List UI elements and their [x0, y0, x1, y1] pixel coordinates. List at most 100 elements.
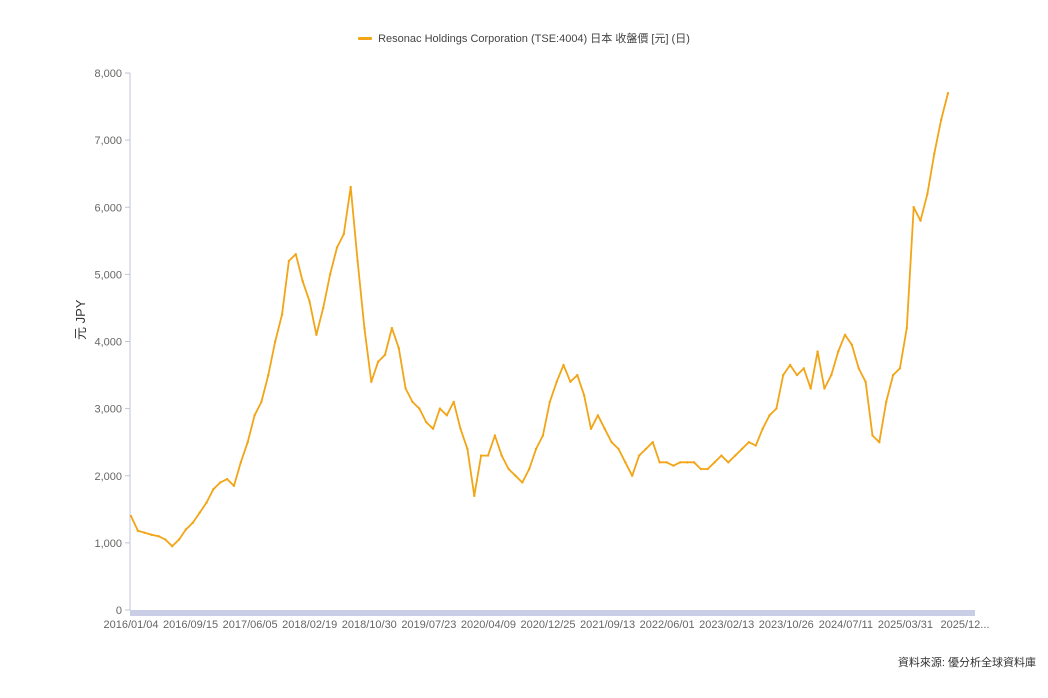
data-point[interactable] [637, 454, 641, 457]
data-point[interactable] [541, 434, 545, 437]
data-point[interactable] [939, 118, 943, 122]
data-point[interactable] [466, 447, 469, 451]
data-point[interactable] [898, 367, 902, 370]
series-line[interactable] [130, 92, 949, 548]
data-point[interactable] [198, 511, 201, 514]
data-point[interactable] [328, 273, 332, 276]
data-point[interactable] [246, 440, 249, 444]
data-point[interactable] [342, 232, 346, 236]
data-point[interactable] [795, 373, 799, 377]
data-point[interactable] [919, 219, 922, 222]
data-point[interactable] [685, 461, 689, 464]
data-point[interactable] [150, 533, 153, 537]
data-point[interactable] [699, 467, 703, 471]
data-point[interactable] [555, 380, 558, 383]
data-point[interactable] [885, 400, 888, 404]
data-point[interactable] [267, 373, 270, 377]
data-point[interactable] [788, 363, 792, 367]
data-point[interactable] [816, 350, 819, 353]
data-point[interactable] [576, 373, 579, 377]
data-point[interactable] [486, 454, 490, 457]
data-point[interactable] [933, 152, 936, 155]
data-point[interactable] [878, 440, 881, 444]
data-point[interactable] [864, 380, 867, 383]
data-point[interactable] [665, 461, 668, 464]
data-point[interactable] [946, 91, 950, 95]
data-point[interactable] [830, 373, 833, 377]
data-point[interactable] [143, 531, 146, 535]
legend[interactable]: Resonac Holdings Corporation (TSE:4004) … [0, 30, 1048, 46]
data-point[interactable] [411, 400, 414, 404]
data-point[interactable] [280, 313, 284, 316]
data-point[interactable] [397, 347, 400, 350]
data-point[interactable] [836, 350, 840, 353]
data-point[interactable] [473, 494, 476, 498]
data-point[interactable] [740, 447, 744, 451]
data-point[interactable] [617, 447, 620, 451]
data-point[interactable] [809, 387, 812, 390]
data-point[interactable] [534, 447, 538, 451]
data-point[interactable] [644, 447, 648, 451]
data-point[interactable] [727, 461, 730, 464]
data-point[interactable] [129, 514, 133, 518]
data-point[interactable] [562, 363, 565, 367]
data-point[interactable] [589, 427, 593, 430]
data-point[interactable] [425, 420, 428, 424]
data-point[interactable] [452, 400, 455, 404]
data-point[interactable] [170, 545, 174, 548]
data-point[interactable] [857, 367, 860, 370]
data-point[interactable] [177, 538, 181, 541]
data-point[interactable] [926, 192, 929, 196]
data-point[interactable] [184, 528, 188, 531]
data-point[interactable] [370, 380, 373, 383]
data-point[interactable] [569, 380, 572, 383]
data-point[interactable] [775, 407, 778, 410]
data-point[interactable] [363, 326, 366, 330]
data-point[interactable] [390, 326, 394, 330]
data-point[interactable] [548, 400, 551, 404]
data-point[interactable] [672, 464, 675, 467]
data-point[interactable] [205, 501, 208, 504]
data-point[interactable] [308, 300, 311, 303]
data-point[interactable] [843, 333, 847, 336]
data-point[interactable] [679, 461, 682, 464]
data-point[interactable] [521, 481, 524, 484]
data-point[interactable] [706, 467, 709, 471]
data-point[interactable] [493, 434, 497, 437]
data-point[interactable] [651, 440, 654, 444]
data-point[interactable] [802, 367, 806, 370]
data-point[interactable] [782, 373, 785, 377]
data-point[interactable] [891, 373, 895, 377]
data-point[interactable] [713, 461, 716, 464]
data-point[interactable] [383, 353, 387, 357]
data-point[interactable] [136, 529, 140, 532]
data-point[interactable] [754, 444, 757, 447]
data-point[interactable] [315, 333, 318, 336]
data-point[interactable] [500, 454, 503, 457]
data-point[interactable] [610, 440, 613, 444]
data-point[interactable] [322, 306, 325, 310]
data-point[interactable] [157, 534, 160, 538]
data-point[interactable] [624, 461, 627, 464]
data-point[interactable] [253, 414, 256, 417]
data-point[interactable] [823, 387, 826, 390]
data-point[interactable] [596, 414, 600, 417]
data-point[interactable] [376, 360, 380, 363]
data-point[interactable] [225, 477, 229, 481]
data-point[interactable] [445, 414, 449, 417]
data-point[interactable] [459, 427, 462, 430]
data-point[interactable] [232, 484, 236, 488]
data-point[interactable] [761, 427, 764, 430]
data-point[interactable] [507, 467, 510, 471]
data-point[interactable] [164, 538, 167, 541]
data-point[interactable] [747, 440, 751, 444]
data-point[interactable] [692, 461, 696, 464]
data-point[interactable] [431, 427, 435, 430]
data-point[interactable] [768, 414, 771, 417]
data-point[interactable] [438, 407, 442, 410]
data-point[interactable] [301, 279, 304, 283]
data-point[interactable] [349, 185, 352, 189]
data-point[interactable] [514, 474, 517, 477]
data-point[interactable] [273, 340, 277, 343]
data-point[interactable] [239, 461, 243, 464]
